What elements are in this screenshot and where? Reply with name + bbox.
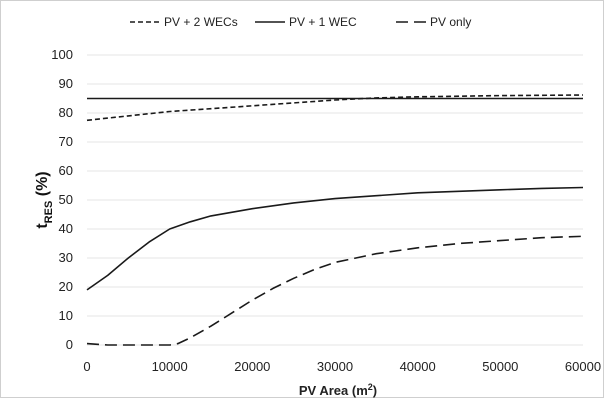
- x-tick-label: 50000: [482, 359, 518, 374]
- y-axis-label-main: t: [34, 223, 51, 229]
- y-tick-label: 60: [59, 163, 73, 178]
- x-tick-label: 10000: [152, 359, 188, 374]
- x-axis-label: PV Area (m2): [299, 382, 377, 398]
- y-axis-label: tRES (%): [34, 171, 55, 228]
- y-tick-label: 50: [59, 192, 73, 207]
- x-tick-label: 40000: [400, 359, 436, 374]
- x-axis-label-suffix: ): [373, 383, 377, 398]
- x-axis-label-sup: 2: [368, 382, 373, 392]
- x-tick-label: 60000: [565, 359, 601, 374]
- series-line-4: [86, 235, 584, 346]
- series-line-3: [86, 186, 584, 291]
- y-tick-label: 40: [59, 221, 73, 236]
- legend: PV + 2 WECs PV + 1 WEC PV only: [130, 15, 471, 29]
- y-tick-label: 10: [59, 308, 73, 323]
- legend-label: PV + 1 WEC: [289, 15, 357, 29]
- y-axis-label-suffix: (%): [34, 171, 51, 200]
- x-tick-labels: 0 10000 20000 30000 40000 50000 60000: [83, 359, 601, 374]
- y-tick-label: 30: [59, 250, 73, 265]
- y-tick-label: 0: [66, 337, 73, 352]
- x-axis-label-prefix: PV Area (m: [299, 383, 368, 398]
- y-axis-label-sub: RES: [43, 201, 55, 224]
- y-tick-label: 70: [59, 134, 73, 149]
- y-tick-label: 20: [59, 279, 73, 294]
- series-lines: [86, 94, 584, 346]
- series-line-1: [86, 94, 584, 122]
- y-tick-label: 80: [59, 105, 73, 120]
- x-tick-label: 30000: [317, 359, 353, 374]
- y-tick-label: 90: [59, 76, 73, 91]
- y-tick-labels: 0 10 20 30 40 50 60 70 80 90 100: [51, 47, 73, 352]
- legend-label: PV only: [430, 15, 471, 29]
- y-tick-label: 100: [51, 47, 73, 62]
- legend-label: PV + 2 WECs: [164, 15, 238, 29]
- x-tick-label: 20000: [234, 359, 270, 374]
- x-tick-label: 0: [83, 359, 90, 374]
